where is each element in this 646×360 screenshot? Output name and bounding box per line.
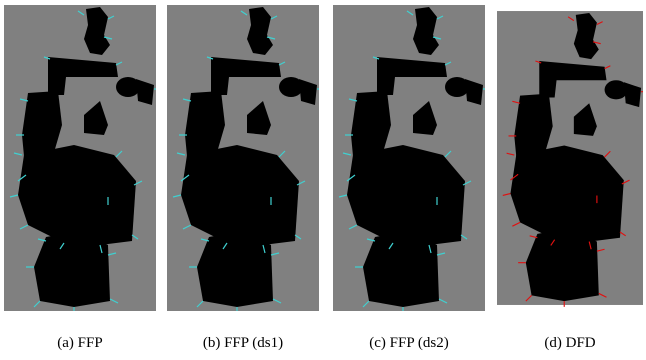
panel-image	[497, 11, 645, 307]
panel-image	[333, 5, 487, 313]
panel-image	[4, 5, 158, 313]
caption: (b) FFP (ds1)	[203, 335, 283, 351]
caption: (c) FFP (ds2)	[369, 335, 448, 351]
caption: (a) FFP	[57, 335, 102, 351]
page: (a) FFP (b) FFP (ds1) (c) FFP (ds2) (d) …	[0, 0, 646, 360]
panel-image	[167, 5, 321, 313]
caption: (d) DFD	[544, 335, 595, 351]
figure: (a) FFP (b) FFP (ds1) (c) FFP (ds2) (d) …	[0, 0, 646, 360]
